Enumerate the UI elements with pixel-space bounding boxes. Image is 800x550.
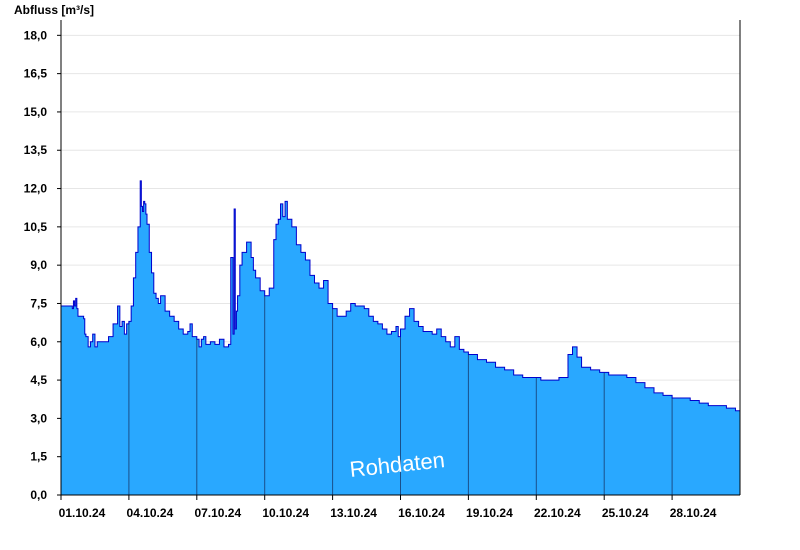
x-tick-label: 07.10.24 bbox=[194, 506, 241, 520]
y-tick-label: 4,5 bbox=[30, 373, 47, 387]
x-tick-label: 13.10.24 bbox=[330, 506, 377, 520]
y-tick-label: 3,0 bbox=[30, 411, 47, 425]
y-tick-label: 9,0 bbox=[30, 258, 47, 272]
x-tick-label: 19.10.24 bbox=[466, 506, 513, 520]
axes bbox=[57, 20, 741, 500]
discharge-line bbox=[61, 180, 741, 414]
y-tick-label: 7,5 bbox=[30, 296, 47, 310]
y-tick-label: 10,5 bbox=[24, 220, 48, 234]
x-tick-label: 22.10.24 bbox=[534, 506, 581, 520]
x-tick-labels: 01.10.24 04.10.24 07.10.24 10.10.24 13.10.24… bbox=[59, 506, 717, 520]
x-tick-label: 04.10.24 bbox=[127, 506, 174, 520]
y-tick-label: 13,5 bbox=[24, 143, 48, 157]
y-tick-label: 16,5 bbox=[24, 67, 48, 81]
x-tick-label: 25.10.24 bbox=[602, 506, 649, 520]
y-tick-label: 0,0 bbox=[30, 488, 47, 502]
y-axis-label: Abfluss [m³/s] bbox=[14, 3, 94, 17]
y-tick-label: 1,5 bbox=[30, 450, 47, 464]
y-tick-label: 6,0 bbox=[30, 335, 47, 349]
x-tick-label: 01.10.24 bbox=[59, 506, 106, 520]
day-separators bbox=[128, 295, 673, 495]
y-tick-label: 12,0 bbox=[24, 182, 48, 196]
x-tick-label: 10.10.24 bbox=[262, 506, 309, 520]
x-tick-label: 16.10.24 bbox=[398, 506, 445, 520]
y-tick-label: 18,0 bbox=[24, 28, 48, 42]
y-tick-label: 15,0 bbox=[24, 105, 48, 119]
y-tick-labels: 0,0 1,5 3,0 4,5 6,0 7,5 9,0 10,5 12,0 13,5 15,0 16,… bbox=[24, 28, 48, 502]
x-tick-label: 28.10.24 bbox=[670, 506, 717, 520]
